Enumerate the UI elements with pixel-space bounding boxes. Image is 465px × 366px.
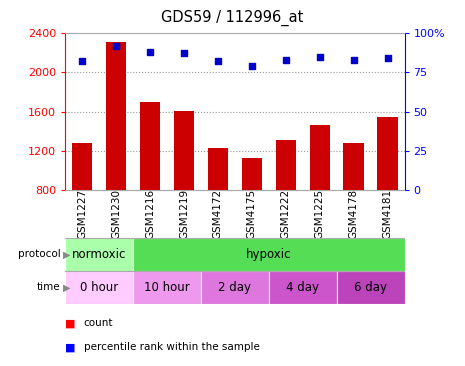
Point	[350, 57, 357, 63]
Bar	[106, 42, 126, 269]
Bar	[65, 238, 133, 271]
Point	[282, 57, 289, 63]
Point	[78, 58, 86, 64]
Text: GSM4178: GSM4178	[349, 189, 359, 239]
Bar	[140, 102, 160, 269]
Bar	[344, 143, 364, 269]
Text: time: time	[37, 282, 60, 292]
Bar	[276, 140, 296, 269]
Text: GSM1227: GSM1227	[77, 189, 87, 239]
Point	[316, 54, 324, 60]
Point	[180, 51, 187, 56]
Text: count: count	[84, 318, 113, 328]
Bar	[133, 238, 405, 271]
Text: 2 day: 2 day	[219, 281, 251, 294]
Text: ■: ■	[65, 342, 76, 352]
Text: GSM4181: GSM4181	[383, 189, 392, 239]
Text: ▶: ▶	[63, 282, 70, 292]
Bar	[242, 158, 262, 269]
Point	[248, 63, 255, 69]
Bar	[201, 271, 269, 304]
Text: GSM4172: GSM4172	[213, 189, 223, 239]
Text: GSM1225: GSM1225	[315, 189, 325, 239]
Text: 6 day: 6 day	[354, 281, 387, 294]
Text: GDS59 / 112996_at: GDS59 / 112996_at	[161, 10, 304, 26]
Bar	[378, 116, 398, 269]
Point	[384, 55, 391, 61]
Bar	[208, 148, 228, 269]
Point	[214, 58, 221, 64]
Point	[146, 49, 153, 55]
Text: 4 day: 4 day	[286, 281, 319, 294]
Bar	[65, 271, 133, 304]
Text: 10 hour: 10 hour	[144, 281, 190, 294]
Bar	[72, 143, 92, 269]
Text: GSM1230: GSM1230	[111, 189, 121, 239]
Text: normoxic: normoxic	[72, 248, 126, 261]
Bar	[310, 126, 330, 269]
Text: ▶: ▶	[63, 249, 70, 259]
Bar	[269, 271, 337, 304]
Text: GSM1219: GSM1219	[179, 189, 189, 239]
Text: GSM1216: GSM1216	[145, 189, 155, 239]
Bar	[337, 271, 405, 304]
Point	[112, 42, 120, 48]
Text: GSM4175: GSM4175	[247, 189, 257, 239]
Bar	[133, 271, 201, 304]
Text: 0 hour: 0 hour	[80, 281, 118, 294]
Text: GSM1222: GSM1222	[281, 189, 291, 239]
Text: hypoxic: hypoxic	[246, 248, 292, 261]
Text: protocol: protocol	[18, 249, 60, 259]
Text: ■: ■	[65, 318, 76, 328]
Text: percentile rank within the sample: percentile rank within the sample	[84, 342, 259, 352]
Bar	[174, 111, 194, 269]
